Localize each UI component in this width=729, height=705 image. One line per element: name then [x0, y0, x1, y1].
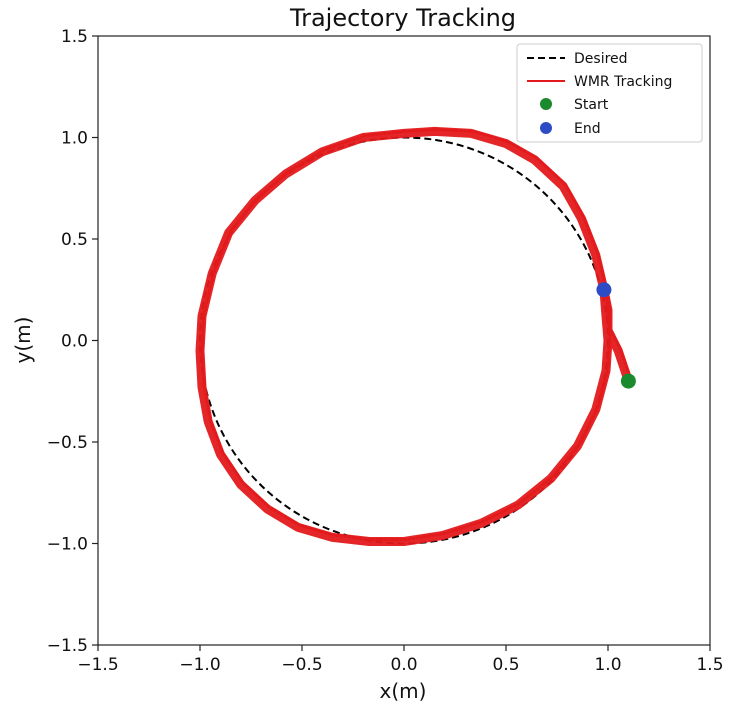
y-tick-label: −1.5: [47, 636, 88, 656]
plot-frame: [97, 35, 711, 646]
wmr-tracking-noise: [200, 127, 632, 541]
y-tick-label: 1.5: [61, 27, 88, 47]
y-axis-label: y(m): [11, 317, 35, 364]
legend-desired-label: Desired: [574, 51, 628, 67]
x-tick-label: −1.0: [179, 655, 220, 675]
axis-ticks: −1.5 −1.0 −0.5 0.0 0.5 1.0 1.5 −1.5 −1.0 −0.5 0.0 0…: [47, 27, 724, 675]
x-tick-label: −1.5: [77, 655, 118, 675]
x-tick-label: 0.0: [390, 655, 417, 675]
legend-start-marker: [540, 98, 552, 110]
legend-end-label: End: [574, 121, 601, 137]
legend-box: [516, 43, 703, 143]
plot-area: [195, 126, 636, 546]
legend: Desired WMR Tracking Start End: [516, 43, 703, 143]
x-tick-label: 1.5: [696, 655, 723, 675]
y-tick-label: −1.0: [47, 535, 88, 555]
y-tick-label: 1.0: [61, 129, 88, 149]
legend-tracking-label: WMR Tracking: [574, 74, 672, 90]
x-tick-label: 1.0: [594, 655, 621, 675]
y-tick-label: 0.0: [61, 332, 88, 352]
x-tick-label: −0.5: [281, 655, 322, 675]
legend-end-marker: [540, 122, 552, 134]
x-tick-label: 0.5: [492, 655, 519, 675]
legend-start-label: Start: [574, 97, 609, 113]
y-tick-label: 0.5: [61, 230, 88, 250]
start-marker: [620, 373, 636, 389]
chart-title: Trajectory Tracking: [289, 4, 516, 32]
end-marker: [596, 282, 612, 298]
y-tick-label: −0.5: [47, 433, 88, 453]
x-axis-label: x(m): [380, 679, 427, 703]
